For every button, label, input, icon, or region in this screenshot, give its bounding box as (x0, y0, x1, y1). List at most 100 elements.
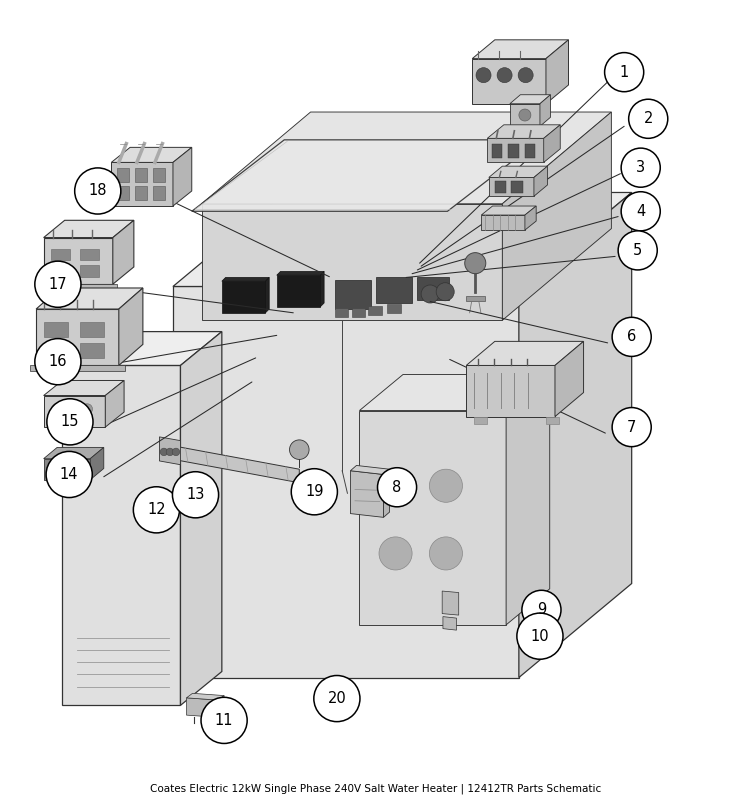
Circle shape (314, 675, 360, 722)
Circle shape (35, 261, 81, 307)
Polygon shape (359, 374, 550, 410)
Bar (80, 322, 104, 337)
Circle shape (612, 318, 651, 357)
Polygon shape (111, 162, 173, 206)
Polygon shape (44, 395, 105, 427)
Bar (135, 169, 147, 182)
Polygon shape (90, 447, 104, 480)
Polygon shape (481, 215, 525, 230)
Polygon shape (40, 284, 117, 288)
Polygon shape (44, 220, 134, 238)
Circle shape (201, 698, 247, 743)
Text: Coates Electric 12kW Single Phase 240V Salt Water Heater | 12412TR Parts Schemat: Coates Electric 12kW Single Phase 240V S… (150, 783, 602, 794)
Polygon shape (335, 307, 348, 317)
Bar (511, 181, 523, 194)
Bar (153, 169, 165, 182)
Polygon shape (510, 104, 540, 126)
Polygon shape (62, 331, 222, 366)
Circle shape (436, 282, 454, 301)
Circle shape (46, 451, 92, 498)
Bar (508, 144, 519, 158)
Circle shape (522, 590, 561, 630)
Polygon shape (417, 278, 449, 300)
Polygon shape (277, 271, 324, 275)
Circle shape (74, 168, 121, 214)
Polygon shape (202, 204, 502, 320)
Circle shape (621, 148, 660, 187)
Circle shape (421, 285, 439, 303)
Circle shape (35, 338, 81, 385)
Bar (117, 169, 129, 182)
Polygon shape (44, 447, 104, 458)
Text: 7: 7 (627, 420, 636, 434)
Bar (51, 266, 70, 277)
Polygon shape (218, 695, 224, 718)
Circle shape (172, 448, 180, 456)
Polygon shape (481, 206, 536, 215)
Text: 10: 10 (531, 629, 549, 644)
Polygon shape (489, 166, 547, 178)
Text: 17: 17 (49, 277, 67, 292)
Polygon shape (519, 193, 632, 678)
Circle shape (172, 472, 219, 518)
Circle shape (517, 613, 563, 659)
Polygon shape (352, 307, 365, 317)
Polygon shape (222, 278, 269, 282)
Polygon shape (350, 466, 390, 474)
Polygon shape (119, 288, 143, 366)
Polygon shape (555, 342, 584, 417)
Polygon shape (546, 40, 569, 104)
Polygon shape (376, 277, 412, 303)
Text: 15: 15 (61, 414, 79, 430)
Polygon shape (466, 342, 584, 366)
Polygon shape (368, 306, 382, 315)
Polygon shape (36, 288, 143, 309)
Polygon shape (186, 698, 218, 718)
Polygon shape (186, 694, 224, 700)
Text: 8: 8 (393, 480, 402, 494)
Bar (80, 266, 99, 277)
Polygon shape (525, 206, 536, 230)
Circle shape (497, 68, 512, 82)
Text: 14: 14 (60, 467, 78, 482)
Circle shape (429, 537, 462, 570)
Polygon shape (487, 138, 544, 162)
Text: 2: 2 (644, 111, 653, 126)
Polygon shape (111, 147, 192, 162)
Polygon shape (387, 304, 401, 313)
Circle shape (629, 99, 668, 138)
Polygon shape (165, 444, 299, 482)
Text: 16: 16 (49, 354, 67, 369)
Circle shape (133, 486, 180, 533)
Text: 18: 18 (89, 183, 107, 198)
Text: 12: 12 (147, 502, 165, 518)
Polygon shape (359, 410, 506, 625)
Polygon shape (265, 278, 269, 313)
Polygon shape (546, 417, 559, 424)
Text: 20: 20 (328, 691, 346, 706)
Polygon shape (62, 366, 180, 706)
Text: 6: 6 (627, 330, 636, 344)
Bar (495, 181, 506, 194)
Circle shape (379, 537, 412, 570)
Polygon shape (202, 112, 611, 204)
Circle shape (605, 53, 644, 92)
Polygon shape (173, 147, 192, 206)
Polygon shape (544, 125, 560, 162)
Text: 3: 3 (636, 160, 645, 175)
Circle shape (160, 448, 168, 456)
Bar (492, 144, 502, 158)
Bar (51, 249, 70, 260)
Circle shape (47, 398, 93, 445)
Polygon shape (44, 458, 90, 480)
Polygon shape (192, 140, 540, 211)
Circle shape (290, 440, 309, 459)
Bar (135, 186, 147, 200)
Circle shape (429, 470, 462, 502)
Bar (80, 249, 99, 260)
Polygon shape (180, 331, 222, 706)
Polygon shape (105, 381, 124, 427)
Circle shape (621, 192, 660, 231)
Polygon shape (320, 271, 324, 306)
Polygon shape (335, 281, 371, 309)
